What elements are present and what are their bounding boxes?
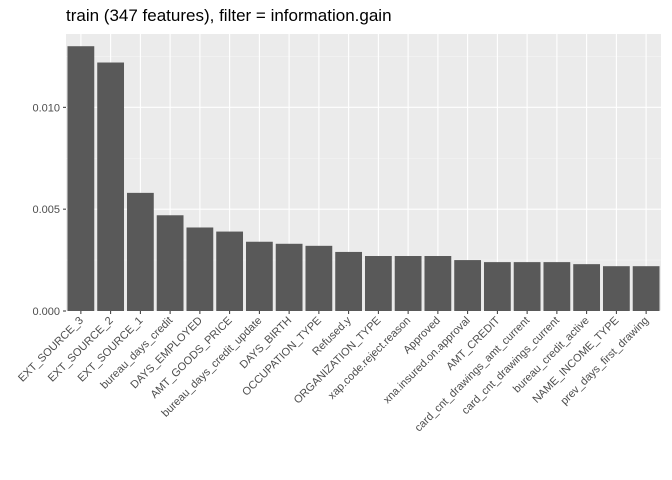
bar-xap-code-reject-reason <box>394 256 422 311</box>
y-tick-label: 0.000 <box>32 306 60 318</box>
bar-amt-credit <box>483 262 511 311</box>
bar-refused-y <box>335 251 363 311</box>
bar-days-birth <box>275 243 303 311</box>
y-axis: 0.000 0.005 0.010 <box>32 102 66 318</box>
y-tick-label: 0.005 <box>32 204 60 216</box>
bars <box>67 46 660 312</box>
bar-bureau-credit-active <box>573 264 601 311</box>
bar-card-cnt-drawings-current <box>543 262 571 311</box>
bar-prev-days-first-drawing <box>632 266 660 311</box>
bar-ext-source-2 <box>97 62 125 311</box>
y-tick-label: 0.010 <box>32 102 60 114</box>
bar-occupation-type <box>305 245 333 311</box>
bar-days-employed <box>186 227 214 311</box>
bar-card-cnt-drawings-amt-current <box>513 262 541 311</box>
bar-ext-source-3 <box>67 46 95 312</box>
bar-name-income-type <box>602 266 630 311</box>
x-axis: EXT_SOURCE_3EXT_SOURCE_2EXT_SOURCE_1bure… <box>16 311 651 434</box>
bar-organization-type <box>364 256 392 311</box>
bar-bureau-days-credit-update <box>245 241 273 311</box>
bar-amt-goods-price <box>216 231 244 311</box>
plot-panel <box>66 34 661 311</box>
x-tick-label: DAYS_BIRTH <box>238 315 295 372</box>
bar-ext-source-1 <box>126 192 154 311</box>
bar-bureau-days-credit <box>156 215 184 311</box>
bar-approved <box>424 256 452 311</box>
chart-title: train (347 features), filter = informati… <box>66 6 392 25</box>
bar-xna-insured-on-approval <box>454 260 482 311</box>
